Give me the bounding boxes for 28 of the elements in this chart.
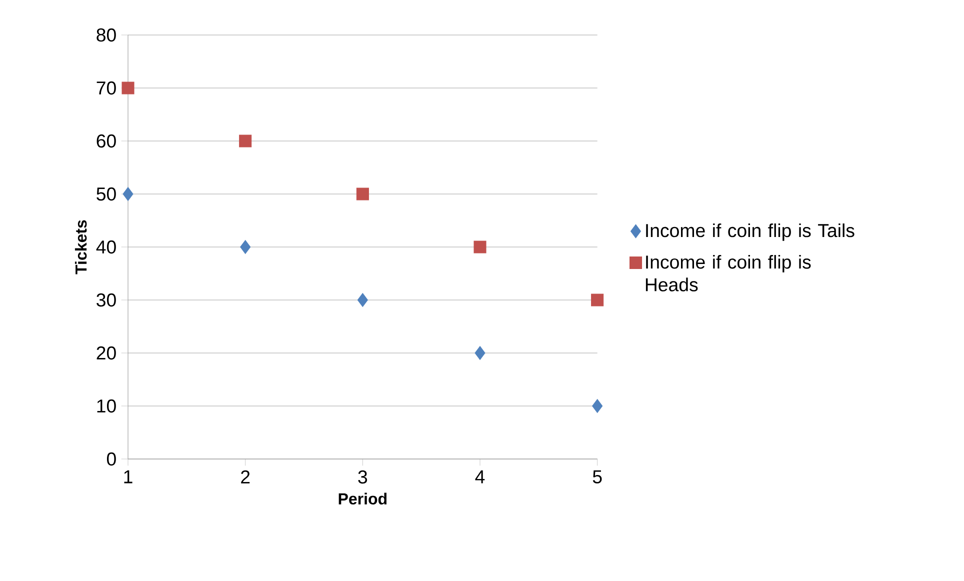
x-tick-label: 2 bbox=[241, 470, 250, 484]
legend-label: Income if coin flip is Heads bbox=[646, 254, 811, 292]
point bbox=[122, 82, 134, 94]
y-tick-label: 70 bbox=[96, 81, 116, 95]
x-tick-label: 1 bbox=[124, 470, 132, 484]
x-tick-label: 4 bbox=[475, 470, 485, 484]
x-tick-label: 3 bbox=[358, 470, 368, 484]
point bbox=[357, 293, 368, 307]
y-tick-label: 20 bbox=[96, 346, 116, 360]
y-tick-label: 80 bbox=[96, 28, 116, 42]
legend-label: Income if coin flip is Tails bbox=[646, 223, 854, 241]
point bbox=[122, 187, 134, 201]
y-tick-label: 30 bbox=[96, 293, 116, 307]
y-tick-label: 10 bbox=[97, 399, 116, 413]
point bbox=[591, 294, 604, 306]
x-tick-label: 5 bbox=[592, 470, 602, 484]
point bbox=[356, 188, 369, 200]
y-tick-label: 60 bbox=[96, 134, 116, 148]
x-axis-title: Period bbox=[338, 492, 387, 504]
point bbox=[474, 240, 486, 254]
y-axis-title: Tickets bbox=[74, 220, 87, 274]
point bbox=[474, 346, 486, 360]
y-tick-label: 50 bbox=[96, 187, 116, 201]
point bbox=[592, 399, 603, 413]
point bbox=[239, 134, 252, 148]
y-tick-label: 40 bbox=[96, 240, 116, 254]
point bbox=[240, 240, 251, 254]
y-tick-label: 0 bbox=[106, 452, 116, 466]
